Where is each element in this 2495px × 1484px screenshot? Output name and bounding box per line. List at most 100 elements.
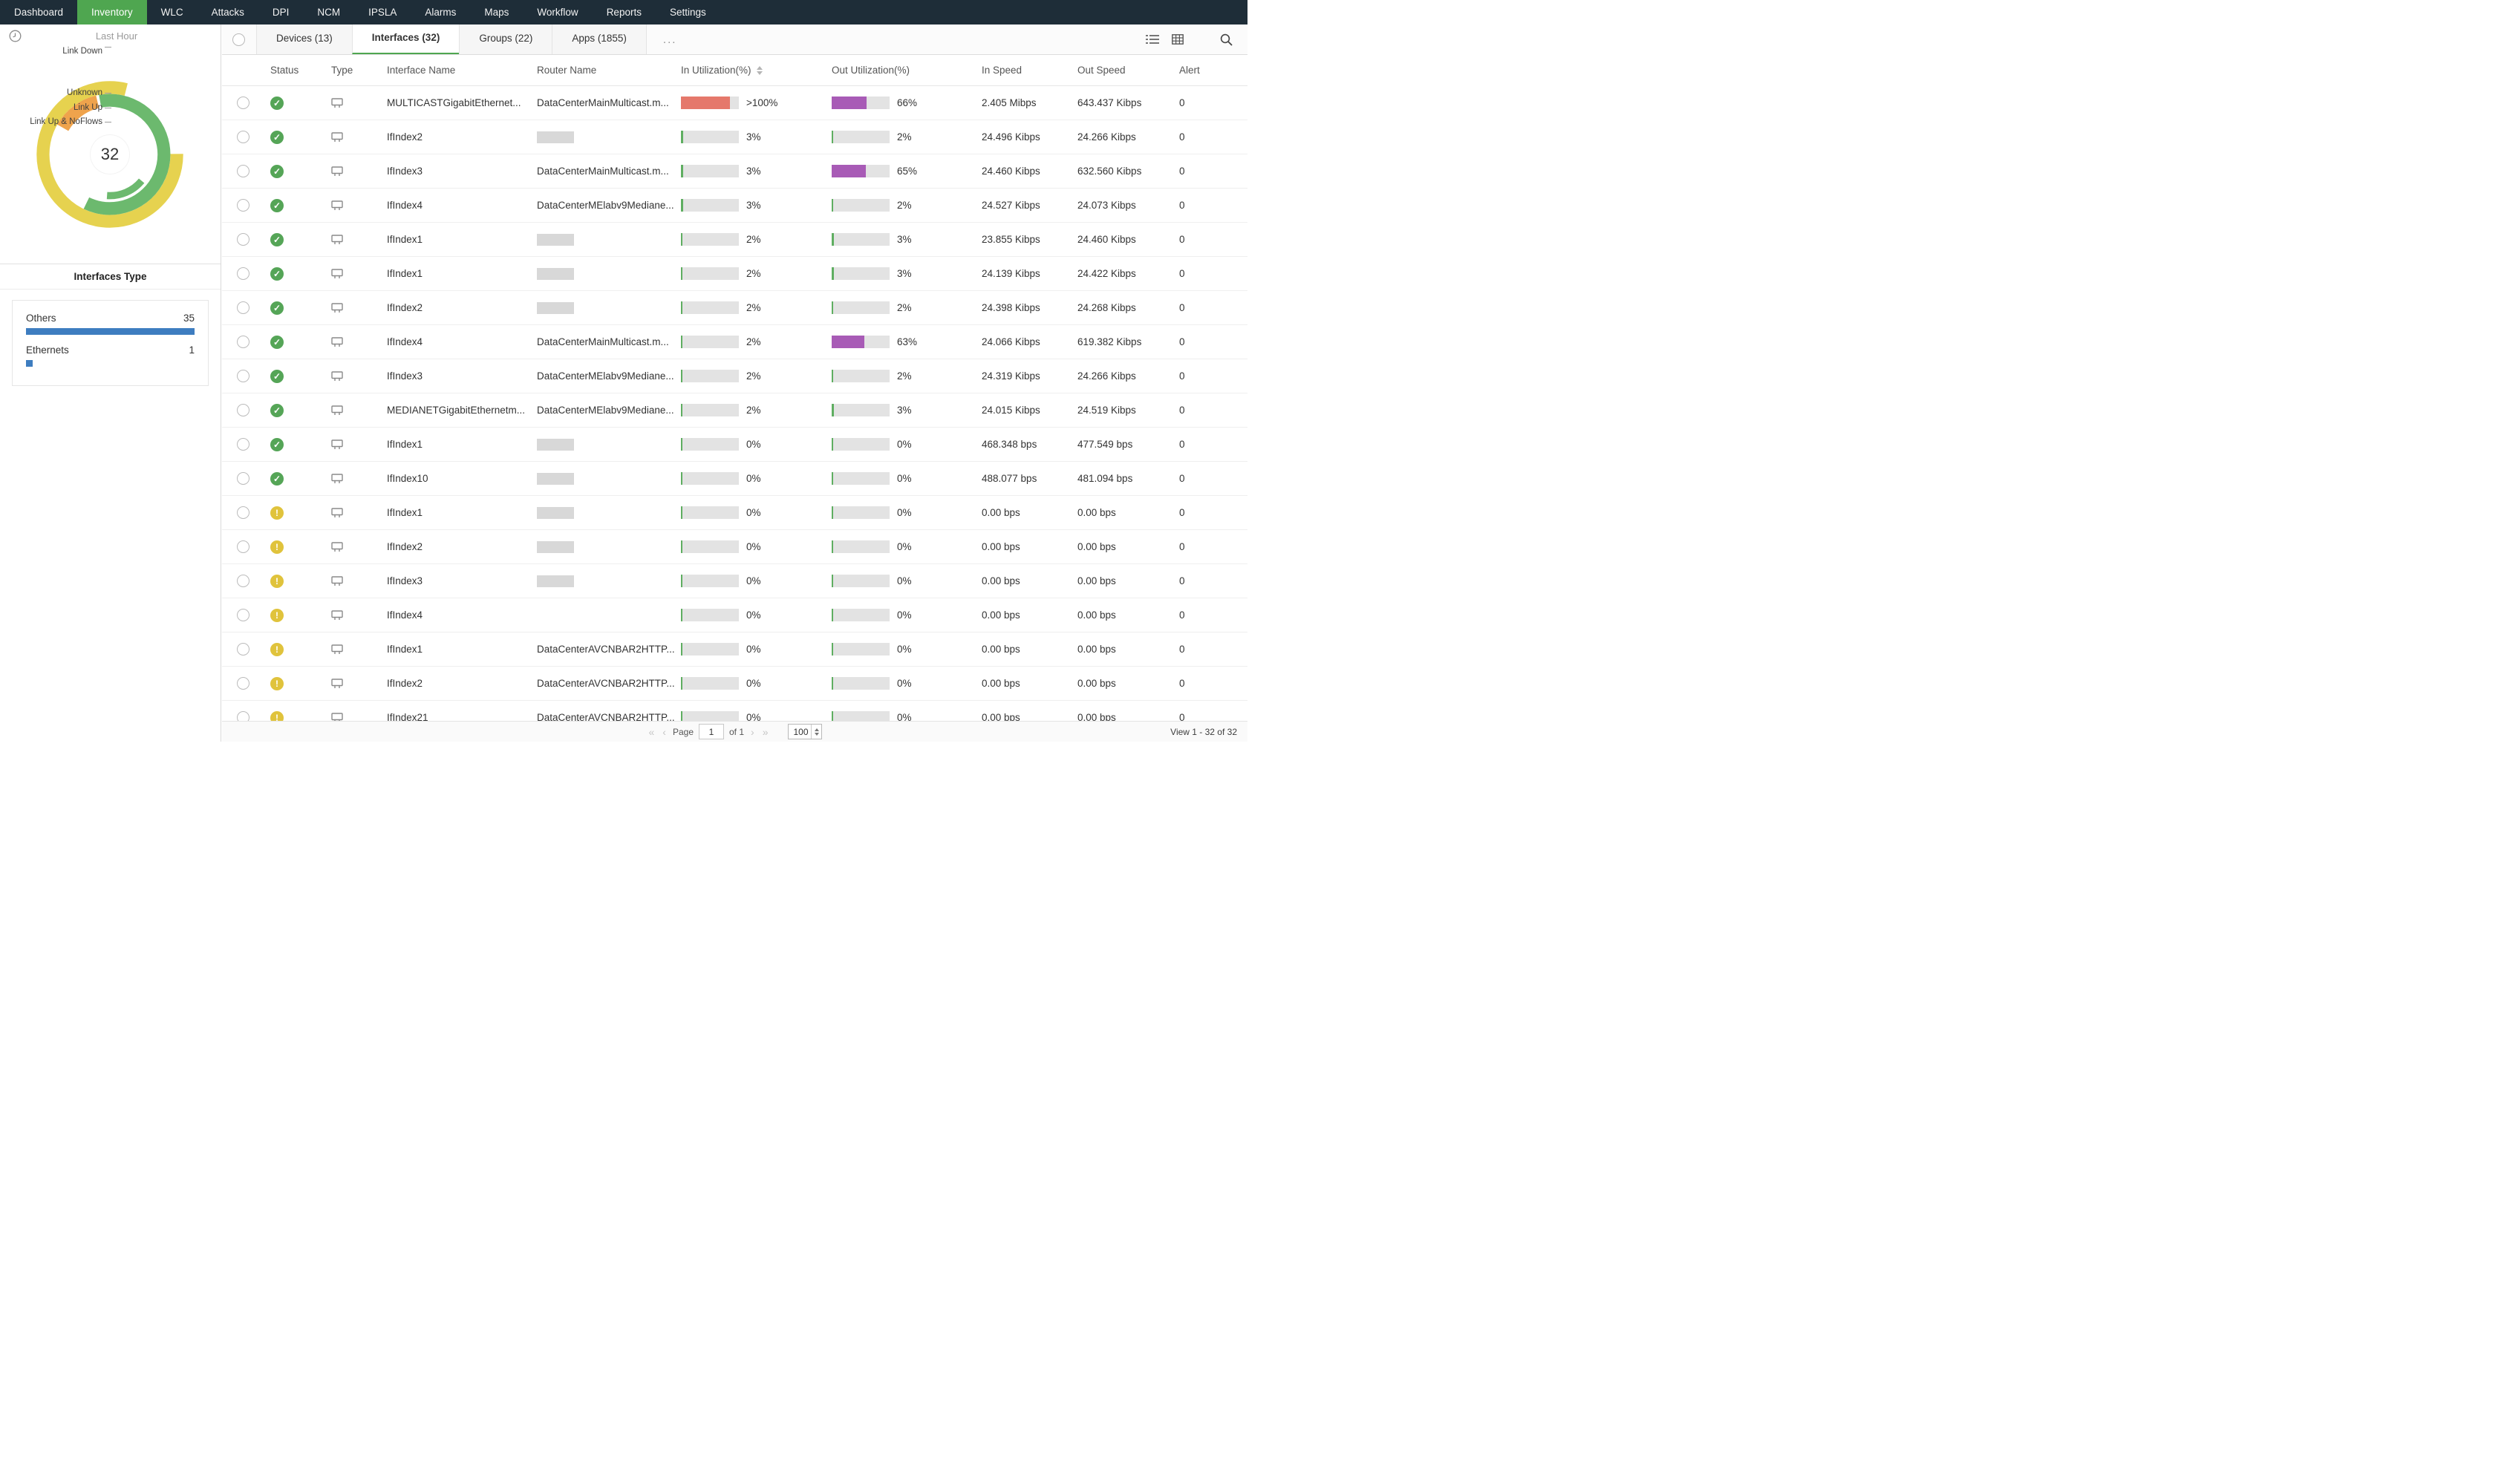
nav-item[interactable]: Settings bbox=[669, 7, 706, 18]
table-row[interactable]: IfIndex3 0% 0% 0.00 bps 0.00 bps 0 bbox=[222, 564, 1248, 598]
row-select-radio[interactable] bbox=[237, 472, 250, 485]
interface-name: IfIndex2 bbox=[387, 131, 423, 143]
alert-count: 0 bbox=[1179, 302, 1185, 313]
interface-type-item: Ethernets 1 bbox=[26, 344, 195, 367]
alert-count: 0 bbox=[1179, 575, 1185, 586]
row-select-radio[interactable] bbox=[237, 404, 250, 416]
table-row[interactable]: IfIndex2 DataCenterAVCNBAR2HTTP... 0% 0%… bbox=[222, 667, 1248, 701]
row-select-radio[interactable] bbox=[237, 575, 250, 587]
table-row[interactable]: IfIndex1 DataCenterAVCNBAR2HTTP... 0% 0%… bbox=[222, 633, 1248, 667]
time-range-label[interactable]: Last Hour bbox=[95, 30, 138, 42]
row-select-radio[interactable] bbox=[237, 370, 250, 382]
header-in-utilization[interactable]: In Utilization(%) bbox=[681, 65, 832, 76]
out-utilization-bar bbox=[832, 165, 890, 177]
nav-item[interactable]: NCM bbox=[317, 7, 341, 18]
row-select-radio[interactable] bbox=[237, 165, 250, 177]
table-row[interactable]: IfIndex1 0% 0% 468.348 bps 477.549 bps 0 bbox=[222, 428, 1248, 462]
row-select-radio[interactable] bbox=[237, 336, 250, 348]
out-speed-value: 0.00 bps bbox=[1077, 644, 1116, 655]
table-row[interactable]: IfIndex4 0% 0% 0.00 bps 0.00 bps 0 bbox=[222, 598, 1248, 633]
nav-item[interactable]: IPSLA bbox=[368, 7, 397, 18]
first-page-button[interactable]: « bbox=[648, 725, 655, 738]
page-number-input[interactable] bbox=[699, 724, 724, 739]
table-row[interactable]: IfIndex3 DataCenterMainMulticast.m... 3%… bbox=[222, 154, 1248, 189]
row-select-radio[interactable] bbox=[237, 301, 250, 314]
header-out-utilization[interactable]: Out Utilization(%) bbox=[832, 65, 910, 76]
clock-icon[interactable] bbox=[9, 30, 22, 42]
table-row[interactable]: IfIndex1 2% 3% 24.139 Kibps 24.422 Kibps… bbox=[222, 257, 1248, 291]
row-select-radio[interactable] bbox=[237, 233, 250, 246]
in-utilization-value: 3% bbox=[746, 131, 761, 143]
row-select-radio[interactable] bbox=[237, 643, 250, 656]
nav-item[interactable]: DPI bbox=[272, 7, 290, 18]
heatmap-view-icon[interactable] bbox=[1196, 34, 1207, 45]
row-select-radio[interactable] bbox=[237, 199, 250, 212]
nav-item[interactable]: Dashboard bbox=[14, 7, 64, 18]
header-alert[interactable]: Alert bbox=[1179, 65, 1200, 76]
table-row[interactable]: MEDIANETGigabitEthernetm... DataCenterME… bbox=[222, 393, 1248, 428]
sort-icon[interactable] bbox=[756, 65, 763, 75]
header-type[interactable]: Type bbox=[331, 65, 353, 76]
tab[interactable]: Devices (13) bbox=[256, 24, 352, 54]
table-body: MULTICASTGigabitEthernet... DataCenterMa… bbox=[222, 86, 1248, 735]
table-row[interactable]: IfIndex2 0% 0% 0.00 bps 0.00 bps 0 bbox=[222, 530, 1248, 564]
row-select-radio[interactable] bbox=[237, 540, 250, 553]
interfaces-type-card: Others 35 Ethernets 1 bbox=[12, 300, 209, 386]
header-router-name[interactable]: Router Name bbox=[537, 65, 597, 76]
out-utilization-value: 0% bbox=[897, 644, 912, 655]
out-utilization-value: 63% bbox=[897, 336, 918, 347]
search-icon[interactable] bbox=[1220, 33, 1233, 46]
row-select-radio[interactable] bbox=[237, 677, 250, 690]
nav-item[interactable]: Maps bbox=[484, 7, 509, 18]
status-icon bbox=[270, 130, 284, 144]
table-row[interactable]: IfIndex3 DataCenterMElabv9Mediane... 2% … bbox=[222, 359, 1248, 393]
status-icon bbox=[270, 335, 284, 349]
router-name: DataCenterMainMulticast.m... bbox=[537, 336, 669, 347]
in-utilization-bar bbox=[681, 438, 739, 451]
tab[interactable]: Groups (22) bbox=[459, 24, 552, 54]
interface-type-icon bbox=[331, 575, 343, 586]
header-interface-name[interactable]: Interface Name bbox=[387, 65, 456, 76]
tab[interactable]: Interfaces (32) bbox=[351, 24, 460, 54]
alert-count: 0 bbox=[1179, 644, 1185, 655]
out-speed-value: 0.00 bps bbox=[1077, 712, 1116, 723]
tab[interactable]: Apps (1855) bbox=[552, 24, 647, 54]
list-view-icon[interactable] bbox=[1146, 34, 1159, 45]
table-row[interactable]: IfIndex1 2% 3% 23.855 Kibps 24.460 Kibps… bbox=[222, 223, 1248, 257]
in-utilization-value: 3% bbox=[746, 200, 761, 211]
nav-item[interactable]: Workflow bbox=[537, 7, 578, 18]
row-select-radio[interactable] bbox=[237, 609, 250, 621]
select-all-radio[interactable] bbox=[232, 33, 245, 46]
page-size-select[interactable]: 100 bbox=[788, 724, 823, 739]
nav-item[interactable]: Alarms bbox=[425, 7, 457, 18]
table-row[interactable]: IfIndex4 DataCenterMElabv9Mediane... 3% … bbox=[222, 189, 1248, 223]
out-utilization-bar bbox=[832, 233, 890, 246]
nav-item[interactable]: Attacks bbox=[211, 7, 244, 18]
nav-item[interactable]: WLC bbox=[160, 7, 183, 18]
in-speed-value: 24.015 Kibps bbox=[982, 405, 1040, 416]
status-icon bbox=[270, 301, 284, 315]
table-row[interactable]: IfIndex1 0% 0% 0.00 bps 0.00 bps 0 bbox=[222, 496, 1248, 530]
in-speed-value: 24.527 Kibps bbox=[982, 200, 1040, 211]
table-row[interactable]: IfIndex4 DataCenterMainMulticast.m... 2%… bbox=[222, 325, 1248, 359]
nav-item[interactable]: Reports bbox=[606, 7, 642, 18]
interface-status-donut-card: 32 Unknown Link Up Link Up & NoFlows Lin… bbox=[0, 47, 221, 264]
table-row[interactable]: IfIndex2 2% 2% 24.398 Kibps 24.268 Kibps… bbox=[222, 291, 1248, 325]
grid-view-icon[interactable] bbox=[1172, 34, 1184, 45]
last-page-button[interactable]: » bbox=[762, 725, 769, 738]
table-row[interactable]: IfIndex10 0% 0% 488.077 bps 481.094 bps … bbox=[222, 462, 1248, 496]
table-row[interactable]: MULTICASTGigabitEthernet... DataCenterMa… bbox=[222, 86, 1248, 120]
row-select-radio[interactable] bbox=[237, 506, 250, 519]
prev-page-button[interactable]: ‹ bbox=[662, 725, 666, 738]
header-in-speed[interactable]: In Speed bbox=[982, 65, 1023, 76]
header-out-speed[interactable]: Out Speed bbox=[1077, 65, 1126, 76]
header-status[interactable]: Status bbox=[270, 65, 299, 76]
table-row[interactable]: IfIndex2 3% 2% 24.496 Kibps 24.266 Kibps… bbox=[222, 120, 1248, 154]
nav-item[interactable]: Inventory bbox=[77, 0, 147, 24]
row-select-radio[interactable] bbox=[237, 267, 250, 280]
tabs-overflow-button[interactable]: ... bbox=[662, 33, 677, 46]
row-select-radio[interactable] bbox=[237, 131, 250, 143]
row-select-radio[interactable] bbox=[237, 97, 250, 109]
row-select-radio[interactable] bbox=[237, 438, 250, 451]
next-page-button[interactable]: › bbox=[751, 725, 754, 738]
